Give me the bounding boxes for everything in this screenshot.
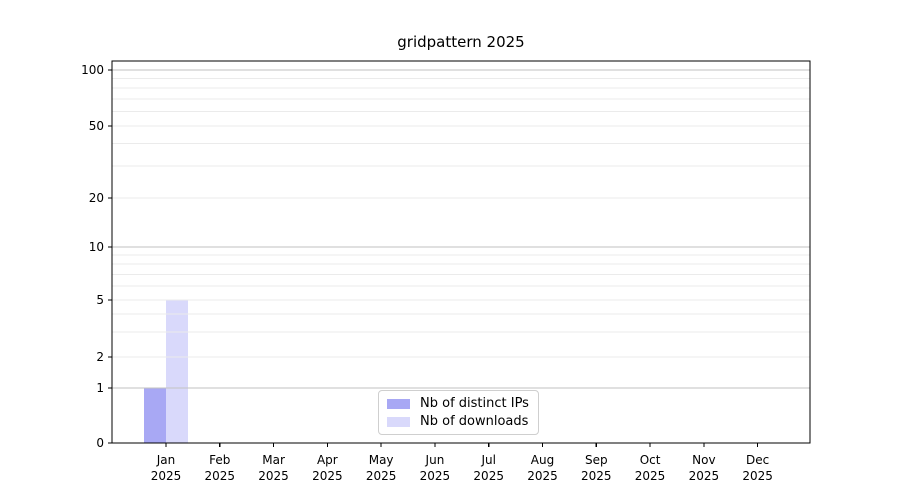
legend-swatch-downloads — [387, 416, 410, 427]
legend-item-downloads: Nb of downloads — [387, 414, 529, 429]
xtick-label-feb: Feb 2025 — [205, 453, 236, 483]
xtick-label-dec: Dec 2025 — [742, 453, 773, 483]
ytick-label: 100 — [81, 63, 104, 77]
ytick-label: 5 — [96, 293, 104, 307]
ytick-label: 2 — [96, 350, 104, 364]
ytick-label: 10 — [89, 240, 104, 254]
legend-item-distinct-ips: Nb of distinct IPs — [387, 396, 529, 411]
xtick-label-jan: Jan 2025 — [151, 453, 182, 483]
chart-title: gridpattern 2025 — [397, 33, 525, 51]
ytick-label: 20 — [89, 191, 104, 205]
xtick-label-aug: Aug 2025 — [527, 453, 558, 483]
legend: Nb of distinct IPs Nb of downloads — [378, 390, 539, 435]
legend-label-downloads: Nb of downloads — [420, 414, 529, 429]
ytick-label: 50 — [89, 119, 104, 133]
xtick-label-mar: Mar 2025 — [258, 453, 289, 483]
ytick-label: 0 — [96, 436, 104, 450]
xtick-label-nov: Nov 2025 — [689, 453, 720, 483]
bar-nb-of-downloads-jan — [166, 300, 188, 443]
xtick-label-apr: Apr 2025 — [312, 453, 343, 483]
xtick-label-jun: Jun 2025 — [420, 453, 451, 483]
legend-swatch-distinct-ips — [387, 398, 410, 409]
xtick-label-may: May 2025 — [366, 453, 397, 483]
legend-label-distinct-ips: Nb of distinct IPs — [420, 396, 529, 411]
xtick-label-sep: Sep 2025 — [581, 453, 612, 483]
ytick-label: 1 — [96, 381, 104, 395]
bar-nb-of-distinct-ips-jan — [144, 387, 166, 443]
xtick-label-jul: Jul 2025 — [473, 453, 504, 483]
xtick-label-oct: Oct 2025 — [635, 453, 666, 483]
plot-border — [111, 60, 811, 444]
